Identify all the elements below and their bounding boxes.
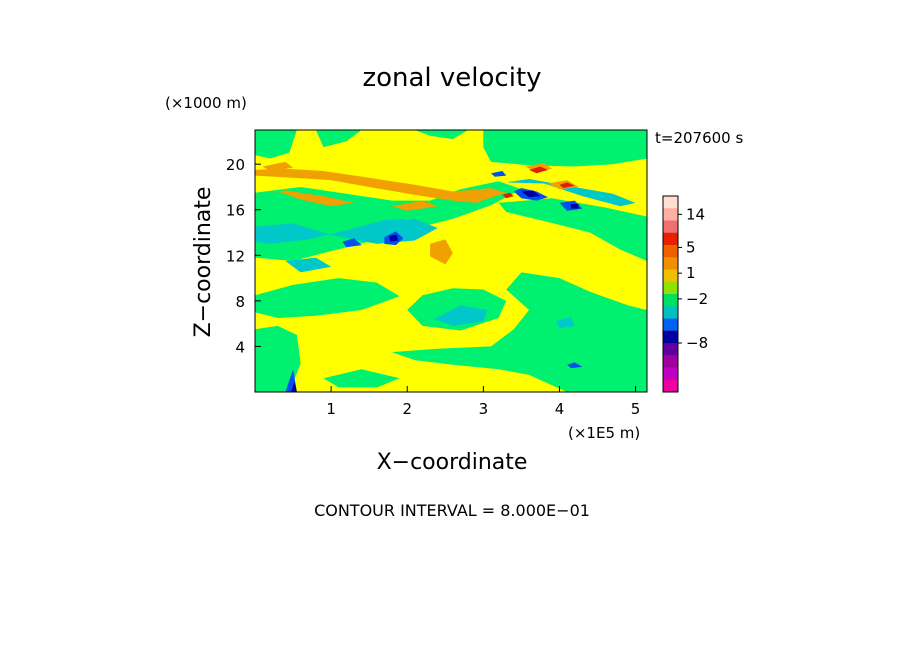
x-axis-ticks: 1 2 3 4 5: [326, 386, 640, 418]
contour-region-30: [491, 171, 507, 177]
plot-frame: [254, 129, 648, 393]
x-multiplier: (×1E5 m): [568, 424, 640, 442]
contour-region-10: [323, 369, 400, 388]
contour-region-5: [498, 198, 647, 261]
colorbar-swatch: [663, 379, 678, 393]
contour-region-29: [342, 238, 362, 248]
colorbar-swatch: [663, 318, 678, 332]
colorbar-swatch: [663, 355, 678, 368]
colorbar: 14 5 1 −2 −8: [662, 195, 708, 393]
x-tick-label: 3: [479, 400, 489, 418]
contour-regions: [255, 130, 647, 392]
chart-title: zonal velocity: [362, 63, 541, 93]
colorbar-swatch: [663, 220, 678, 234]
colorbar-swatch: [663, 294, 678, 307]
contour-region-13: [506, 179, 636, 207]
contour-region-20: [262, 161, 294, 171]
colorbar-label: 5: [686, 238, 696, 256]
contour-interval-note: CONTOUR INTERVAL = 8.000E−01: [314, 501, 590, 520]
colorbar-frame: [662, 195, 679, 393]
contour-region-35: [389, 234, 399, 242]
contour-region-31: [567, 362, 583, 369]
y-tick-label: 20: [226, 156, 245, 174]
x-tick-label: 2: [402, 400, 412, 418]
contour-region-9: [255, 325, 301, 392]
y-tick-label: 12: [226, 247, 245, 265]
colorbar-swatch: [663, 196, 678, 209]
y-axis-ticks: 4 8 12 16 20: [226, 156, 261, 356]
colorbar-swatch: [663, 281, 678, 295]
y-multiplier: (×1000 m): [165, 94, 247, 112]
y-tick-label: 16: [226, 202, 245, 220]
colorbar-swatch: [663, 343, 678, 356]
colorbar-swatch: [663, 208, 678, 221]
colorbar-swatch: [663, 257, 678, 270]
contour-region-19: [430, 239, 453, 265]
y-tick-label: 4: [235, 338, 245, 356]
colorbar-swatch: [663, 232, 678, 246]
plot-area: [255, 130, 647, 392]
x-tick-label: 4: [555, 400, 565, 418]
colorbar-label: 14: [686, 205, 705, 223]
x-tick-label: 1: [326, 400, 336, 418]
colorbar-swatch: [663, 306, 678, 319]
colorbar-label: −2: [686, 290, 708, 308]
colorbar-swatch: [663, 330, 678, 344]
colorbar-label: −8: [686, 334, 708, 352]
colorbar-swatch: [663, 245, 678, 258]
contour-region-36: [290, 381, 297, 392]
contour-region-3: [483, 130, 647, 167]
contour-region-33: [521, 190, 541, 198]
contour-region-1: [315, 130, 362, 148]
contour-region-34: [570, 204, 579, 209]
contour-region-2: [414, 130, 469, 140]
colorbar-swatch: [663, 269, 678, 283]
y-tick-label: 8: [235, 293, 245, 311]
contour-region-23: [529, 166, 548, 174]
colorbar-label: 1: [686, 264, 696, 282]
contour-region-18: [392, 200, 438, 211]
x-tick-label: 5: [631, 400, 641, 418]
contour-region-25: [502, 192, 514, 199]
colorbar-swatch: [663, 367, 678, 381]
contour-region-17: [255, 190, 354, 207]
contour-region-14: [433, 305, 488, 326]
contour-region-0: [255, 130, 297, 159]
x-axis-label: X−coordinate: [377, 450, 528, 475]
contour-region-8: [392, 272, 647, 392]
y-axis-label: Z−coordinate: [191, 187, 216, 338]
contour-region-15: [555, 316, 575, 329]
contour-region-16: [255, 168, 507, 203]
time-label: t=207600 s: [655, 129, 743, 147]
contour-region-24: [559, 182, 575, 189]
contour-region-6: [255, 278, 400, 318]
contour-region-12: [285, 257, 332, 273]
